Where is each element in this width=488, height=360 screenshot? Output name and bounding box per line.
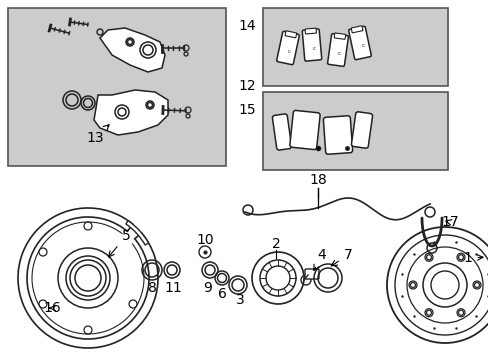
Wedge shape bbox=[125, 221, 148, 245]
Polygon shape bbox=[100, 28, 164, 72]
Text: 1: 1 bbox=[463, 251, 482, 265]
Text: 16: 16 bbox=[43, 301, 61, 315]
Text: 8: 8 bbox=[147, 281, 156, 295]
FancyBboxPatch shape bbox=[351, 112, 372, 148]
Text: 18: 18 bbox=[308, 173, 326, 187]
FancyBboxPatch shape bbox=[305, 269, 318, 279]
FancyBboxPatch shape bbox=[272, 114, 291, 150]
Text: 5: 5 bbox=[108, 229, 130, 257]
Text: 9: 9 bbox=[203, 281, 212, 295]
Text: c: c bbox=[287, 49, 290, 54]
FancyBboxPatch shape bbox=[350, 26, 362, 33]
Text: 15: 15 bbox=[238, 103, 255, 117]
Text: 4: 4 bbox=[313, 248, 325, 270]
Text: c: c bbox=[337, 51, 340, 56]
Bar bbox=[263, 92, 447, 170]
FancyBboxPatch shape bbox=[285, 31, 296, 38]
Text: 7: 7 bbox=[331, 248, 352, 266]
Text: 13: 13 bbox=[86, 125, 109, 145]
Text: c: c bbox=[361, 44, 364, 49]
Text: 6: 6 bbox=[217, 287, 226, 301]
Text: 3: 3 bbox=[235, 293, 244, 307]
Text: 2: 2 bbox=[271, 237, 280, 251]
Text: 11: 11 bbox=[164, 281, 182, 295]
FancyBboxPatch shape bbox=[323, 116, 352, 154]
FancyBboxPatch shape bbox=[305, 28, 316, 34]
FancyBboxPatch shape bbox=[276, 31, 299, 65]
Text: 14: 14 bbox=[238, 19, 255, 33]
Circle shape bbox=[424, 207, 434, 217]
FancyBboxPatch shape bbox=[289, 111, 320, 149]
FancyBboxPatch shape bbox=[333, 33, 345, 39]
FancyBboxPatch shape bbox=[327, 33, 347, 66]
Bar bbox=[263, 8, 447, 86]
Wedge shape bbox=[18, 208, 158, 348]
Bar bbox=[8, 8, 225, 166]
Text: 10: 10 bbox=[196, 233, 213, 247]
Text: 12: 12 bbox=[238, 79, 255, 93]
FancyBboxPatch shape bbox=[302, 29, 321, 61]
Polygon shape bbox=[94, 90, 168, 135]
Text: c: c bbox=[312, 46, 315, 51]
Text: 17: 17 bbox=[440, 215, 458, 229]
Circle shape bbox=[243, 205, 252, 215]
FancyBboxPatch shape bbox=[348, 26, 370, 60]
